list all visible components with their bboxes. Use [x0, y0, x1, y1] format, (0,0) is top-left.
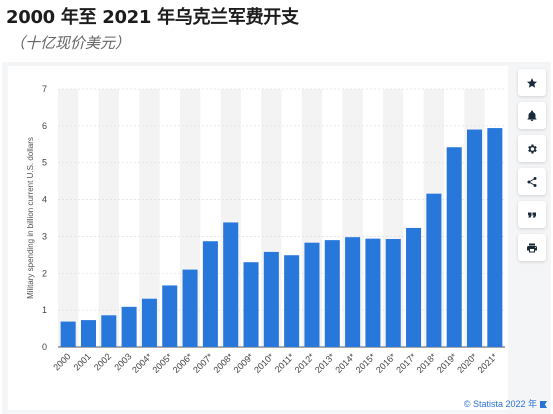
x-tick-label: 2014* [333, 351, 357, 375]
bar [223, 222, 239, 347]
bar [162, 285, 178, 347]
page-subtitle: （十亿现价美元） [10, 34, 131, 52]
x-tick-label: 2017* [394, 351, 418, 375]
x-tick-label: 2011* [273, 351, 297, 375]
y-tick-label: 7 [42, 84, 47, 94]
bar [80, 320, 96, 347]
notification-button[interactable] [518, 102, 546, 129]
printer-icon [527, 243, 537, 252]
x-tick-label: 2008* [211, 351, 235, 375]
source-credit[interactable]: © Statista 2022 年 [464, 397, 547, 410]
grid-band [58, 89, 79, 347]
bar [385, 239, 401, 347]
grid-band [139, 89, 160, 347]
bar [284, 255, 300, 347]
gear-icon [528, 144, 537, 153]
x-tick-label: 2005* [150, 351, 174, 375]
y-tick-label: 3 [42, 231, 47, 241]
flag-icon [540, 401, 547, 408]
bar [345, 237, 361, 347]
grid-band [98, 89, 119, 347]
x-tick-label: 2004* [130, 351, 154, 375]
y-tick-label: 2 [42, 268, 47, 278]
favorite-button[interactable] [518, 69, 546, 96]
bar [263, 251, 279, 347]
bar [202, 241, 218, 347]
y-tick-label: 6 [42, 121, 47, 131]
page-title: 2000 年至 2021 年乌克兰军费开支 [6, 7, 299, 28]
bar [141, 298, 157, 347]
bar [243, 262, 259, 347]
x-tick-label: 2016* [374, 351, 398, 375]
x-tick-label: 2020* [455, 351, 479, 375]
share-icon [527, 176, 537, 187]
x-tick-label: 2018* [415, 351, 439, 375]
x-tick-label: 2006* [171, 351, 195, 375]
bar [406, 227, 422, 347]
y-axis-label: Military spending in billion current U.S… [26, 137, 35, 299]
x-tick-label: 2001 [72, 351, 93, 372]
print-button[interactable] [518, 234, 546, 261]
x-tick-label: 2021* [476, 351, 500, 375]
bar [60, 321, 76, 347]
bell-icon [527, 110, 537, 121]
bar [426, 193, 442, 347]
x-tick-label: 2013* [313, 351, 337, 375]
share-button[interactable] [518, 168, 546, 195]
x-tick-label: 2002 [92, 351, 113, 372]
bar [182, 269, 198, 347]
quote-icon [528, 212, 536, 217]
x-tick-label: 2019* [435, 351, 459, 375]
x-tick-label: 2010* [252, 351, 276, 375]
bar [467, 129, 483, 347]
bar [446, 147, 462, 347]
chart-toolbar [518, 69, 546, 261]
bar [487, 128, 503, 347]
y-tick-label: 4 [42, 195, 47, 205]
settings-button[interactable] [518, 135, 546, 162]
source-text[interactable]: © Statista 2022 年 [463, 399, 537, 409]
x-tick-label: 2007* [191, 351, 215, 375]
x-tick-label: 2009* [232, 351, 256, 375]
cite-button[interactable] [518, 201, 546, 228]
x-tick-label: 2012* [293, 351, 317, 375]
bar [121, 306, 137, 347]
bar [324, 240, 340, 347]
star-icon [527, 77, 537, 88]
bar [304, 242, 320, 347]
x-tick-label: 2015* [354, 351, 378, 375]
y-tick-label: 5 [42, 158, 47, 168]
y-tick-label: 0 [42, 342, 47, 352]
y-tick-label: 1 [42, 305, 47, 315]
bar [365, 238, 381, 347]
bar [101, 315, 117, 347]
x-tick-label: 2000 [51, 351, 72, 372]
